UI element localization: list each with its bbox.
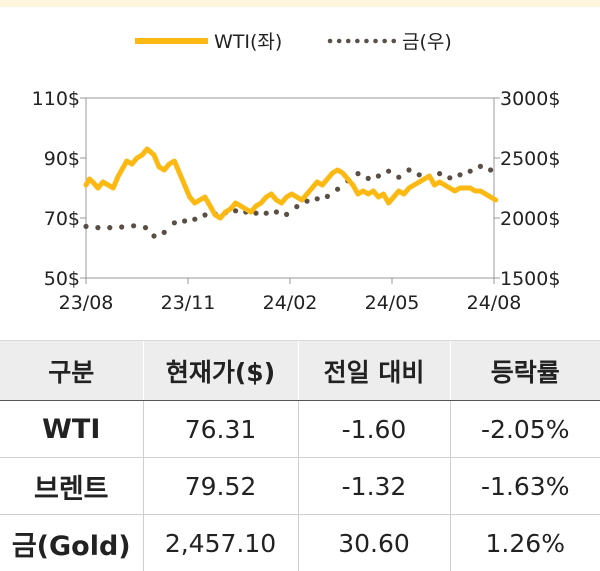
gold-price-point bbox=[182, 218, 187, 223]
right-axis-tick-label: 3000$ bbox=[500, 88, 560, 110]
x-axis-tick-label: 23/11 bbox=[161, 292, 216, 314]
cell-price: 76.31 bbox=[143, 401, 298, 458]
gold-price-point bbox=[274, 209, 279, 214]
oil-gold-price-chart: WTI(좌) 금(우) 110$ 90$ 70$ 50$ 3000$ 2500$ 2000… bbox=[0, 0, 600, 340]
gold-price-point bbox=[366, 176, 371, 181]
gold-price-point bbox=[488, 167, 493, 172]
gold-price-point bbox=[417, 172, 422, 177]
gold-price-point bbox=[294, 204, 299, 209]
row-label: 브렌트 bbox=[0, 458, 143, 515]
price-table: 구분 현재가($) 전일 대비 등락률 WTI 76.31 -1.60 -2.0… bbox=[0, 340, 600, 571]
left-axis: 110$ 90$ 70$ 50$ bbox=[32, 88, 86, 290]
cell-change: -1.32 bbox=[298, 458, 450, 515]
left-axis-tick-label: 90$ bbox=[44, 148, 80, 170]
gold-price-point bbox=[119, 224, 124, 229]
legend: WTI(좌) 금(우) bbox=[135, 31, 452, 53]
cell-rate: -2.05% bbox=[450, 401, 600, 458]
gold-price-point bbox=[478, 164, 483, 169]
cell-rate: 1.26% bbox=[450, 515, 600, 571]
gold-price-point bbox=[83, 224, 88, 229]
x-axis-tick-label: 24/05 bbox=[365, 292, 420, 314]
gold-price-point bbox=[468, 169, 473, 174]
header-category: 구분 bbox=[0, 341, 143, 401]
legend-gold-label: 금(우) bbox=[402, 31, 452, 53]
x-axis-tick-label: 24/02 bbox=[263, 292, 318, 314]
left-axis-tick-label: 70$ bbox=[44, 208, 80, 230]
x-axis-tick-label: 23/08 bbox=[59, 292, 114, 314]
header-daily-change: 전일 대비 bbox=[298, 341, 450, 401]
right-axis-tick-label: 2000$ bbox=[500, 208, 560, 230]
x-axis: 23/08 23/11 24/02 24/05 24/08 bbox=[59, 278, 522, 314]
gold-price-point bbox=[131, 223, 136, 228]
gold-price-point bbox=[315, 196, 320, 201]
gold-price-point bbox=[406, 167, 411, 172]
series-layer bbox=[83, 149, 495, 239]
table-row-wti: WTI 76.31 -1.60 -2.05% bbox=[0, 401, 600, 458]
wti-price-line bbox=[86, 149, 496, 218]
right-axis-tick-label: 1500$ bbox=[500, 268, 560, 290]
gold-price-point bbox=[335, 187, 340, 192]
cell-change: -1.60 bbox=[298, 401, 450, 458]
gold-price-point bbox=[284, 212, 289, 217]
row-label: 금(Gold) bbox=[0, 515, 143, 571]
gold-price-point bbox=[192, 217, 197, 222]
gold-price-point bbox=[202, 212, 207, 217]
right-axis-tick-label: 2500$ bbox=[500, 148, 560, 170]
header-current-price: 현재가($) bbox=[143, 341, 298, 401]
cell-rate: -1.63% bbox=[450, 458, 600, 515]
gold-price-point bbox=[386, 169, 391, 174]
gold-price-point bbox=[447, 175, 452, 180]
right-axis: 3000$ 2500$ 2000$ 1500$ bbox=[494, 88, 560, 290]
cell-change: 30.60 bbox=[298, 515, 450, 571]
gold-price-point bbox=[457, 172, 462, 177]
cell-price: 79.52 bbox=[143, 458, 298, 515]
legend-wti-label: WTI(좌) bbox=[214, 31, 282, 53]
cell-price: 2,457.10 bbox=[143, 515, 298, 571]
gold-price-point bbox=[143, 225, 148, 230]
gold-price-point bbox=[151, 233, 156, 238]
row-label: WTI bbox=[0, 401, 143, 458]
gold-price-point bbox=[437, 171, 442, 176]
table-header-row: 구분 현재가($) 전일 대비 등락률 bbox=[0, 341, 600, 401]
gold-price-point bbox=[325, 194, 330, 199]
gold-price-point bbox=[355, 171, 360, 176]
gold-price-point bbox=[376, 173, 381, 178]
table-row-brent: 브렌트 79.52 -1.32 -1.63% bbox=[0, 458, 600, 515]
gold-price-point bbox=[264, 211, 269, 216]
left-axis-tick-label: 110$ bbox=[32, 88, 80, 110]
table-row-gold: 금(Gold) 2,457.10 30.60 1.26% bbox=[0, 515, 600, 571]
gold-price-point bbox=[162, 230, 167, 235]
plot-area bbox=[86, 98, 494, 278]
gold-price-point bbox=[107, 225, 112, 230]
left-axis-tick-label: 50$ bbox=[44, 268, 80, 290]
gold-price-point bbox=[95, 225, 100, 230]
gold-price-point bbox=[172, 220, 177, 225]
gold-price-point bbox=[396, 175, 401, 180]
x-axis-tick-label: 24/08 bbox=[467, 292, 522, 314]
header-change-rate: 등락률 bbox=[450, 341, 600, 401]
